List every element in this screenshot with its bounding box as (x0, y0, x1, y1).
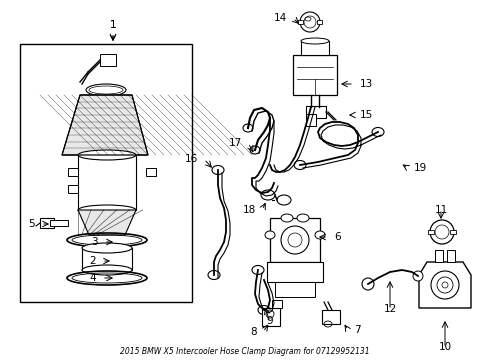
Bar (301, 41, 328, 55)
Ellipse shape (293, 161, 305, 170)
Text: 14: 14 (273, 13, 286, 23)
Text: 5: 5 (28, 219, 35, 229)
Bar (68, 168, 78, 176)
Text: 11: 11 (433, 205, 447, 215)
Ellipse shape (258, 306, 269, 315)
Ellipse shape (261, 190, 274, 200)
Bar (269, 218, 319, 262)
Ellipse shape (249, 146, 260, 154)
Text: 4: 4 (89, 273, 96, 283)
Text: 3: 3 (91, 237, 98, 247)
Bar (316, 20, 321, 24)
Bar (321, 310, 339, 324)
Ellipse shape (82, 243, 132, 253)
Ellipse shape (371, 127, 383, 136)
Ellipse shape (89, 86, 123, 94)
Bar (146, 168, 156, 176)
Bar (78, 155, 136, 210)
Circle shape (429, 220, 453, 244)
Text: 12: 12 (383, 304, 396, 314)
Text: 15: 15 (359, 110, 372, 120)
Text: 7: 7 (353, 325, 360, 335)
Bar (305, 106, 325, 118)
Bar (20, 44, 192, 302)
Ellipse shape (264, 231, 274, 239)
Bar (274, 282, 314, 297)
Bar (266, 262, 323, 282)
Bar (262, 308, 280, 326)
Ellipse shape (212, 166, 224, 175)
Text: 16: 16 (184, 154, 198, 164)
Ellipse shape (314, 231, 325, 239)
Polygon shape (418, 262, 470, 308)
Ellipse shape (78, 205, 136, 215)
Text: 2015 BMW X5 Intercooler Hose Clamp Diagram for 07129952131: 2015 BMW X5 Intercooler Hose Clamp Diagr… (120, 347, 368, 356)
Circle shape (361, 278, 373, 290)
Text: 10: 10 (438, 342, 450, 352)
Ellipse shape (78, 150, 136, 160)
Ellipse shape (82, 265, 132, 275)
Text: 1: 1 (109, 20, 116, 30)
Text: 2: 2 (89, 256, 96, 266)
Bar (271, 300, 282, 308)
Circle shape (412, 271, 422, 281)
Ellipse shape (276, 195, 290, 205)
Ellipse shape (86, 84, 126, 96)
Polygon shape (62, 95, 148, 155)
Circle shape (287, 233, 302, 247)
Ellipse shape (281, 214, 292, 222)
Bar (446, 250, 454, 262)
Bar (292, 55, 336, 95)
Text: 9: 9 (266, 316, 273, 326)
Polygon shape (78, 210, 136, 235)
Text: 1: 1 (109, 20, 116, 30)
Bar (297, 20, 303, 24)
Text: 6: 6 (333, 232, 340, 242)
Bar (68, 185, 78, 193)
Bar (100, 54, 116, 66)
Bar (50, 220, 68, 226)
Text: 19: 19 (413, 163, 427, 173)
Text: 18: 18 (242, 205, 256, 215)
Circle shape (299, 12, 319, 32)
Bar (427, 230, 433, 234)
Text: 8: 8 (250, 327, 257, 337)
Ellipse shape (251, 266, 264, 274)
Text: 17: 17 (228, 138, 242, 148)
Circle shape (304, 16, 315, 28)
Ellipse shape (296, 214, 308, 222)
Ellipse shape (243, 124, 252, 132)
Ellipse shape (207, 270, 220, 279)
Bar (449, 230, 455, 234)
Bar (305, 114, 315, 126)
Bar (434, 250, 442, 262)
Text: 13: 13 (359, 79, 372, 89)
Bar (40, 218, 54, 228)
Bar (82, 248, 132, 270)
Ellipse shape (301, 38, 328, 44)
